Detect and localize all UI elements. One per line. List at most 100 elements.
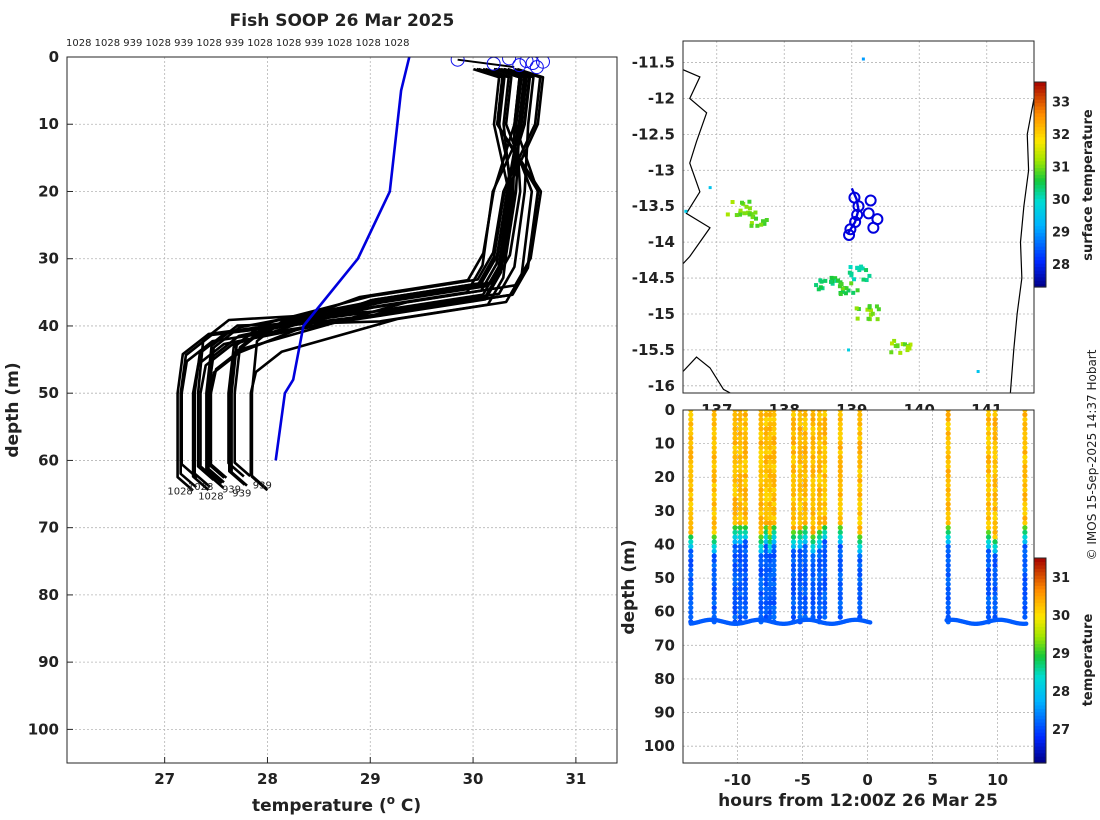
profile-end-label: 1028: [188, 482, 213, 493]
lat-tick-label: -12: [648, 89, 675, 107]
x-axis-label-unit: C): [395, 796, 421, 816]
section-sample-dot: [810, 572, 816, 578]
section-sample-dot: [816, 558, 823, 564]
colorbar-segment: [1034, 211, 1046, 216]
section-sample-dot: [758, 468, 764, 474]
colorbar-segment: [1034, 263, 1046, 268]
section-sample-dot: [816, 581, 823, 587]
section-sample-dot: [742, 614, 749, 620]
section-sample-dot: [1022, 440, 1028, 446]
sst-pixel: [861, 277, 866, 282]
section-sample-dot: [945, 478, 951, 484]
lat-tick-label: -14.5: [632, 269, 675, 287]
section-sample-dot: [790, 449, 797, 455]
section-sample-dot: [985, 562, 992, 568]
section-sample-dot: [992, 463, 998, 470]
section-sample-dot: [837, 543, 843, 550]
section-sample-dot: [763, 539, 769, 545]
section-sample-dot: [816, 501, 823, 507]
section-sample-dot: [767, 487, 773, 493]
section-sample-dot: [816, 590, 823, 597]
map-colorbar-label: surface temperature: [1081, 109, 1096, 261]
section-sample-dot: [758, 421, 764, 427]
section-sample-dot: [688, 463, 694, 470]
colorbar-segment: [1034, 677, 1046, 682]
section-sample-dot: [737, 449, 743, 455]
section-sample-dot: [802, 412, 808, 418]
section-sample-dot: [1022, 590, 1028, 597]
colorbar-segment: [1034, 575, 1046, 580]
sst-pixel: [876, 307, 881, 312]
colorbar-segment: [1034, 708, 1046, 713]
section-sample-dot: [816, 614, 823, 620]
sst-pixel: [846, 288, 851, 293]
sst-pixel: [753, 210, 758, 215]
section-sample-dot: [837, 482, 843, 488]
section-sample-dot: [822, 539, 828, 545]
section-sample-dot: [732, 543, 738, 550]
section-sample-dot: [732, 609, 738, 615]
section-sample-dot: [688, 482, 694, 488]
section-sample-dot: [767, 501, 773, 507]
section-sample-dot: [837, 459, 843, 465]
section-sample-dot: [945, 459, 951, 465]
section-sample-dot: [945, 421, 951, 427]
section-sample-dot: [688, 445, 694, 451]
section-sample-dot: [771, 572, 777, 578]
colorbar-segment: [1034, 646, 1046, 651]
colorbar-segment: [1034, 283, 1046, 288]
colorbar-segment: [1034, 718, 1046, 723]
section-sample-dot: [790, 614, 797, 620]
temperature-profile-line: [196, 67, 535, 481]
section-sample-dot: [758, 534, 764, 540]
section-sample-dot: [802, 454, 808, 460]
section-sample-dot: [737, 473, 743, 479]
section-sample-dot: [758, 449, 764, 455]
section-sample-dot: [797, 520, 803, 526]
section-sample-dot: [857, 581, 863, 587]
section-sample-dot: [802, 609, 808, 615]
section-sample-dot: [992, 558, 998, 564]
section-sample-dot: [732, 595, 738, 601]
section-sample-dot: [758, 435, 764, 441]
section-sample-dot: [758, 459, 764, 465]
section-sample-dot: [737, 553, 743, 559]
section-sample-dot: [857, 553, 863, 559]
section-sample-dot: [797, 478, 803, 484]
section-sample-dot: [985, 529, 992, 535]
section-sample-dot: [816, 445, 823, 451]
section-sample-dot: [797, 468, 803, 474]
section-sample-dot: [771, 416, 777, 423]
section-sample-dot: [771, 478, 777, 484]
section-sample-dot: [1022, 449, 1028, 455]
section-sample-dot: [822, 506, 828, 512]
section-sample-dot: [763, 553, 769, 559]
section-sample-dot: [767, 459, 773, 465]
x-tick-label: 0: [862, 771, 872, 789]
section-sample-dot: [822, 562, 828, 568]
section-sample-dot: [771, 487, 777, 493]
section-sample-dot: [737, 410, 743, 413]
section-sample-dot: [771, 534, 777, 540]
section-sample-dot: [758, 430, 764, 437]
section-sample-dot: [688, 510, 694, 517]
section-sample-dot: [742, 595, 749, 601]
section-sample-dot: [985, 454, 992, 460]
section-sample-dot: [1022, 534, 1028, 540]
section-sample-dot: [767, 520, 773, 526]
section-sample-dot: [742, 581, 749, 587]
section-sample-dot: [802, 567, 808, 573]
section-sample-dot: [1022, 562, 1028, 568]
colorbar-segment: [1034, 95, 1046, 100]
section-sample-dot: [822, 525, 828, 531]
section-sample-dot: [711, 412, 717, 418]
section-sample-dot: [810, 581, 816, 587]
colorbar-tick-label: 28: [1052, 258, 1070, 273]
section-sample-dot: [816, 478, 823, 484]
section-sample-dot: [945, 482, 951, 488]
section-sample-dot: [837, 567, 843, 573]
section-sample-dot: [758, 609, 764, 615]
colorbar-segment: [1034, 626, 1046, 631]
x-axis-label-main: temperature (: [252, 796, 387, 816]
section-sample-dot: [737, 534, 743, 540]
